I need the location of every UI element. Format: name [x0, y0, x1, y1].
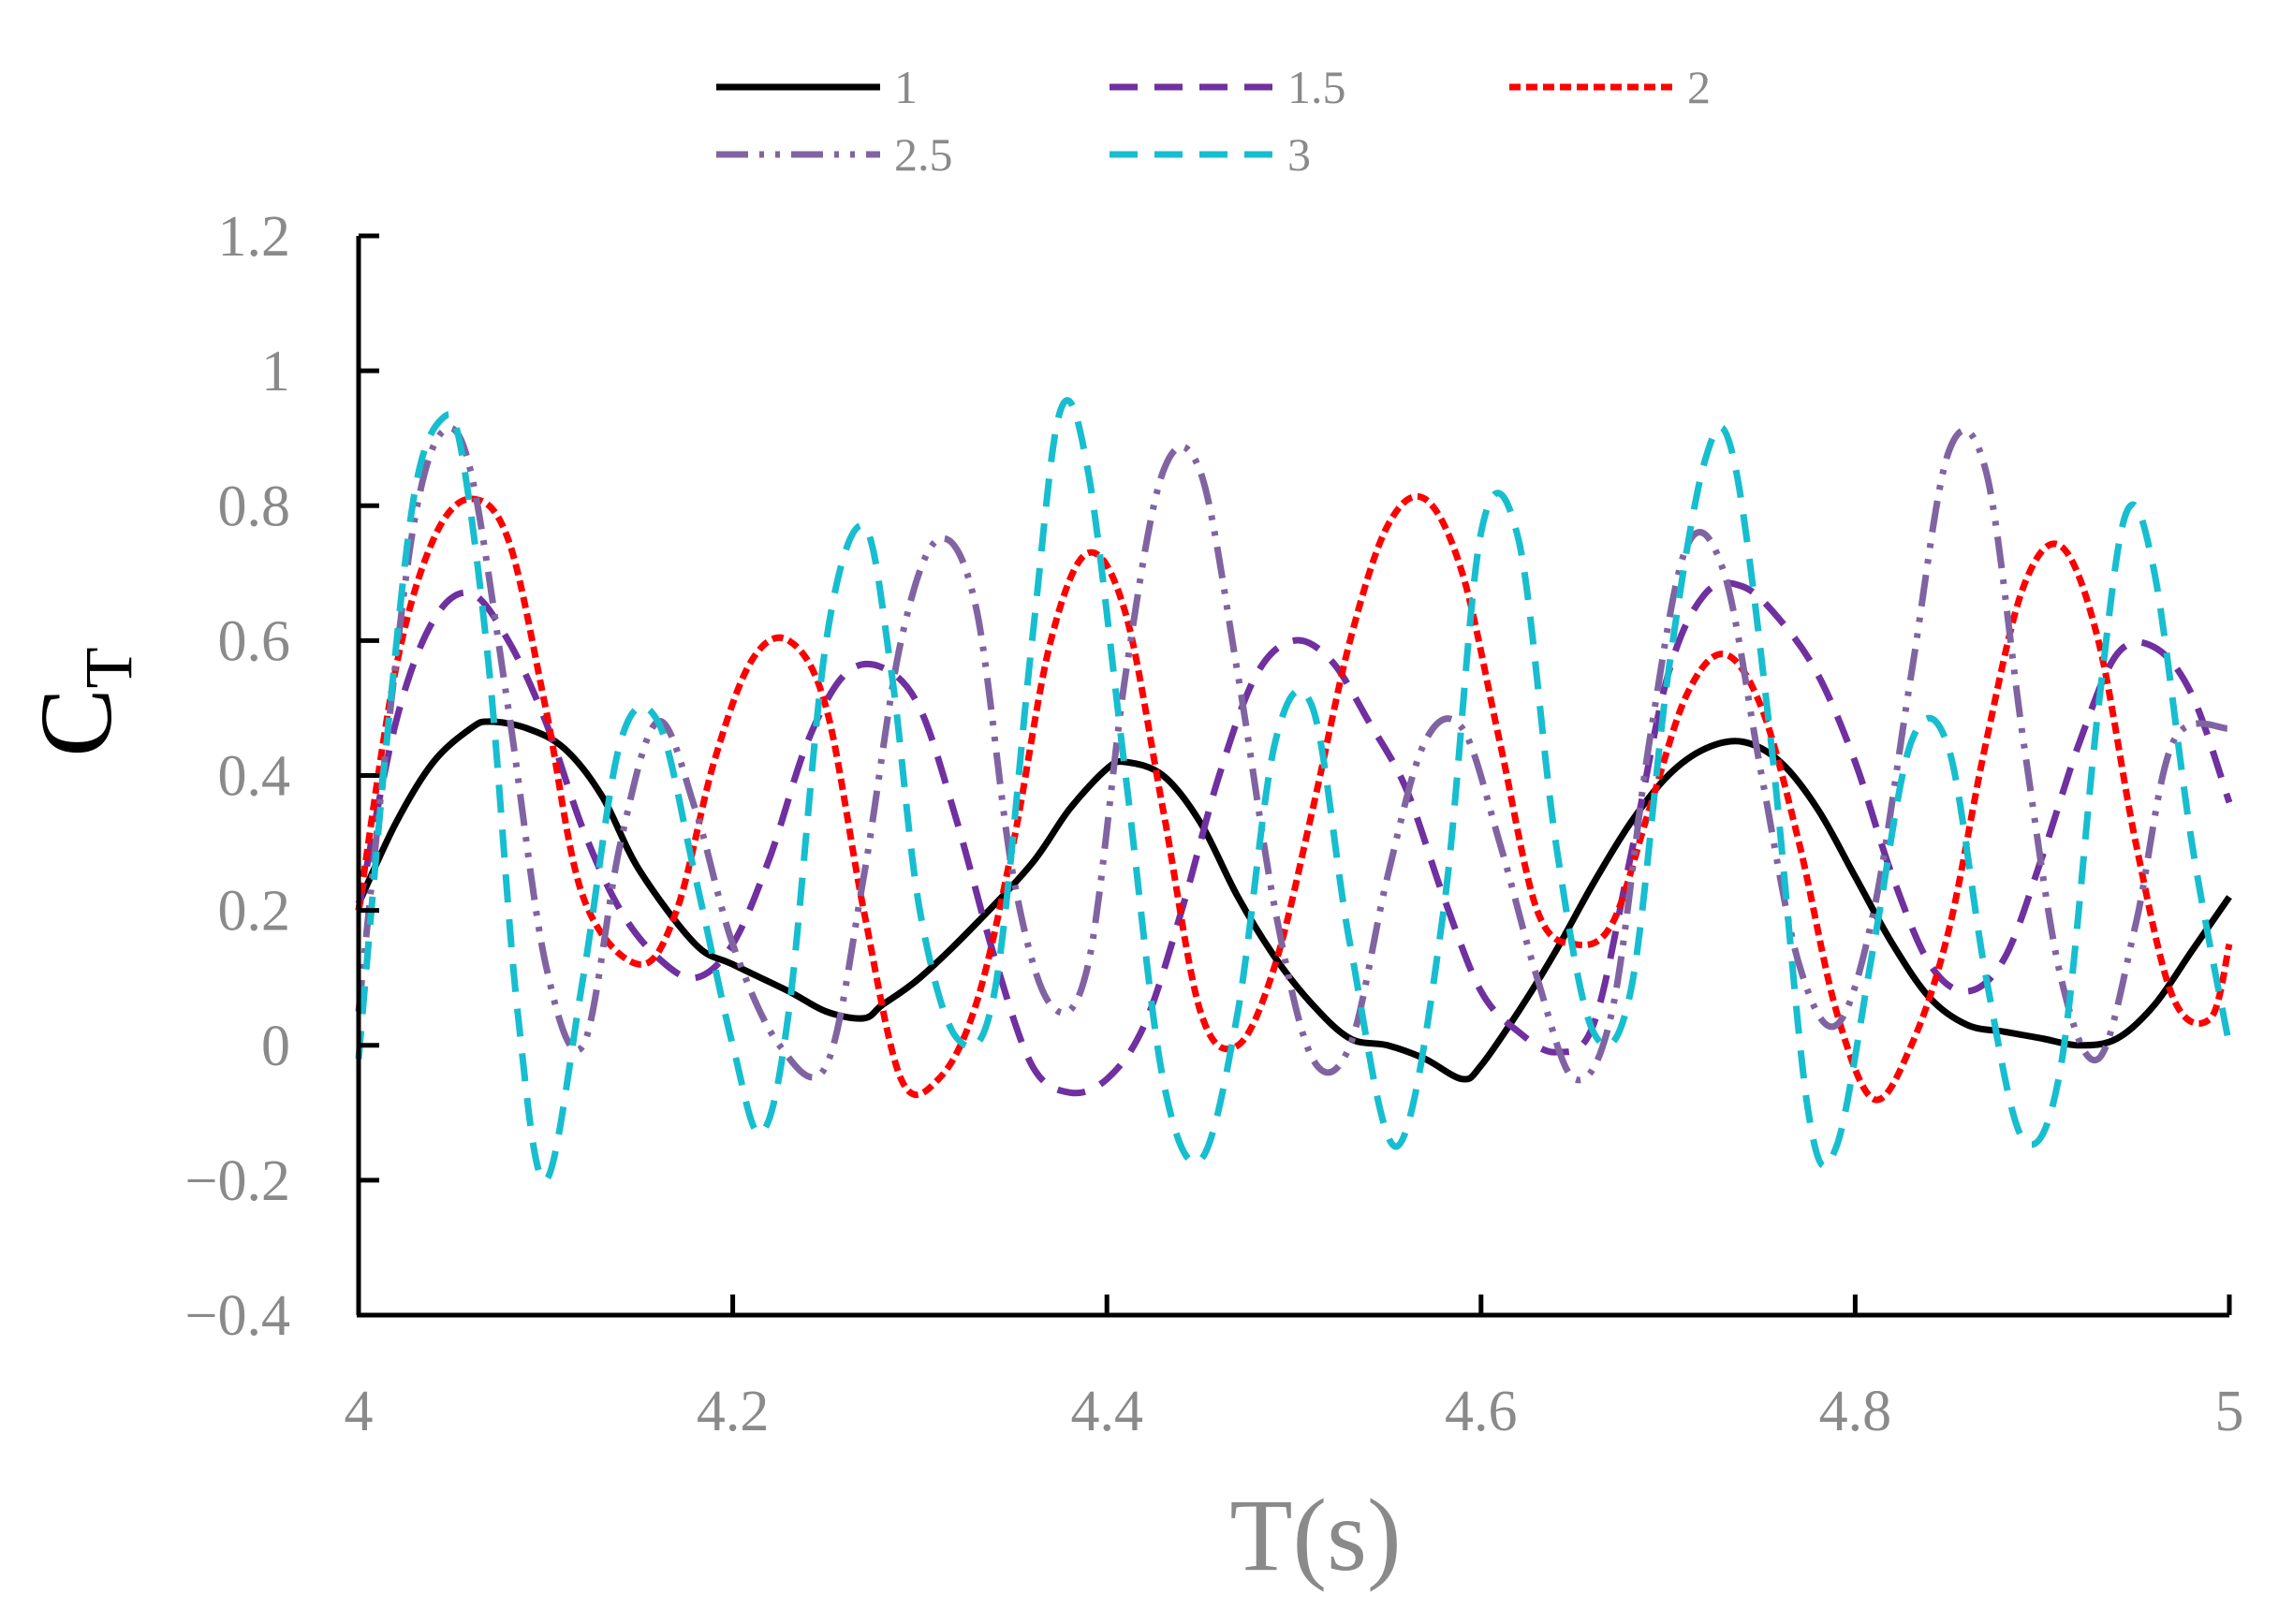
x-tick-label: 4.2: [697, 1380, 770, 1443]
x-tick-label: 4.4: [1070, 1380, 1143, 1443]
x-tick-label: 4.8: [1819, 1380, 1892, 1443]
y-tick-label: 0.4: [218, 745, 291, 809]
legend-label: 1: [894, 61, 918, 113]
y-tick-label: 0.8: [218, 475, 291, 538]
x-tick-label: 4: [345, 1380, 374, 1443]
y-tick-label: 0.6: [218, 609, 291, 673]
legend-label: 2: [1687, 61, 1711, 113]
y-tick-label: 0: [261, 1015, 290, 1078]
ticks: −0.4 −0.2 0 0.2 0.4 0.6 0.8 1 1.2 4 4.2 4.4 4.6 4.8 5: [185, 205, 2244, 1443]
legend-entry-2: 2: [1509, 61, 1711, 113]
y-axis-title: CT: [19, 647, 146, 756]
legend-label: 2.5: [894, 128, 953, 181]
x-tick-label: 4.6: [1445, 1380, 1518, 1443]
legend-label: 1.5: [1287, 61, 1346, 113]
y-tick-label: 1.2: [218, 205, 291, 269]
y-tick-label: −0.4: [185, 1284, 290, 1348]
series-line-1: [355, 718, 2232, 1083]
series-line-3: [355, 397, 2233, 1184]
series-line-1-5: [355, 579, 2233, 1097]
y-axis-title-main: C: [19, 688, 133, 756]
legend-entry-2-5: 2.5: [716, 128, 953, 181]
y-tick-label: −0.2: [185, 1149, 290, 1213]
x-tick-label: 5: [2215, 1380, 2244, 1443]
y-tick-label: 0.2: [218, 880, 291, 944]
series-line-2-5: [355, 424, 2230, 1084]
series-layer: [355, 397, 2233, 1184]
legend: 1 1.5 2 2.5 3: [716, 61, 1711, 181]
legend-label: 3: [1287, 128, 1311, 181]
x-axis-title: T(s): [1229, 1478, 1401, 1592]
legend-entry-1-5: 1.5: [1110, 61, 1346, 113]
y-tick-label: 1: [261, 340, 290, 403]
legend-entry-1: 1: [716, 61, 918, 113]
y-axis-title-sub: T: [71, 647, 146, 688]
legend-entry-3: 3: [1110, 128, 1311, 181]
series-line-2: [355, 492, 2233, 1104]
